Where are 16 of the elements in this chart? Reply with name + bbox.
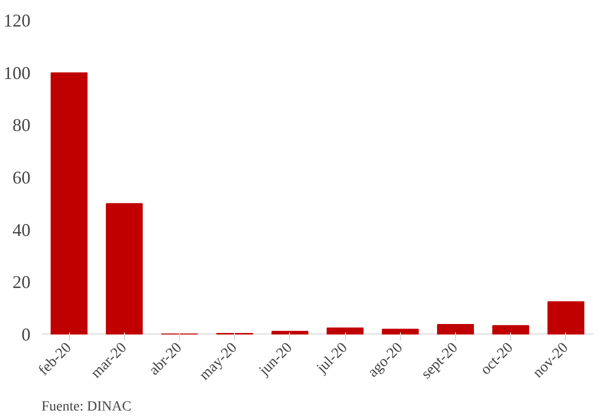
bar	[437, 324, 474, 334]
bar	[106, 203, 143, 334]
bar	[382, 328, 419, 334]
y-tick-label: 40	[12, 220, 30, 240]
y-tick-label: 120	[4, 10, 30, 30]
y-tick-label: 0	[22, 324, 30, 344]
bar	[326, 327, 364, 334]
y-tick-label: 80	[12, 115, 30, 136]
source-note: Fuente: DINAC	[42, 400, 132, 414]
bar	[50, 72, 88, 334]
bar	[492, 325, 530, 334]
y-tick-label: 20	[12, 272, 30, 292]
bar	[271, 330, 308, 334]
bar	[547, 301, 584, 334]
y-tick-label: 60	[12, 168, 30, 188]
y-tick-label: 100	[4, 62, 30, 83]
